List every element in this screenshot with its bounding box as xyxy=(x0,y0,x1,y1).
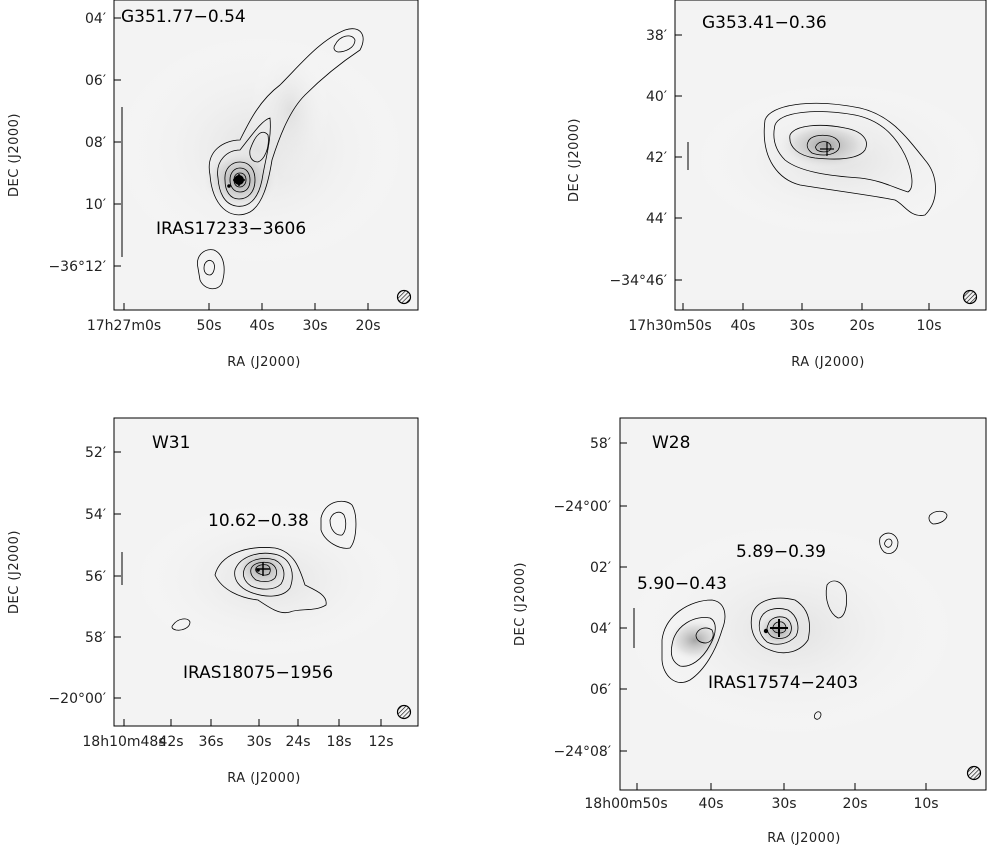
y-tick-label: 04′ xyxy=(590,621,611,637)
panel-w31: W31 10.62−0.38 IRAS18075−1956 52′ 54′ 56… xyxy=(7,417,419,786)
x-axis-label: RA (J2000) xyxy=(227,771,301,786)
x-tick-label: 18h00m50s xyxy=(584,796,667,812)
contours xyxy=(763,103,936,216)
source-title: G353.41−0.36 xyxy=(702,13,827,33)
beam-icon xyxy=(396,289,412,305)
source-title: G351.77−0.54 xyxy=(121,7,246,27)
panel-g351: G351.77−0.54 IRAS17233−3606 04′ 06′ 08′ … xyxy=(7,0,419,370)
beam-icon xyxy=(966,765,982,781)
x-tick-label: 17h30m50s xyxy=(628,318,711,334)
y-axis-label: DEC (J2000) xyxy=(567,118,582,202)
y-tick-label: −36°12′ xyxy=(48,259,106,275)
x-tick-label: 50s xyxy=(196,318,221,334)
x-axis-label: RA (J2000) xyxy=(227,355,301,370)
y-tick-label: −24°00′ xyxy=(553,499,611,515)
x-tick-label: 12s xyxy=(368,734,393,750)
dot-marker xyxy=(227,184,231,188)
x-tick-label: 40s xyxy=(249,318,274,334)
y-axis-label: DEC (J2000) xyxy=(7,530,22,614)
dot-marker xyxy=(256,568,260,572)
source-title: W28 xyxy=(652,433,690,453)
iras-label: IRAS17233−3606 xyxy=(156,219,306,239)
y-axis-label: DEC (J2000) xyxy=(7,113,22,197)
beam-icon xyxy=(396,704,412,720)
x-tick-label: 10s xyxy=(916,318,941,334)
source-id-label: 10.62−0.38 xyxy=(208,511,309,531)
y-tick-label: 40′ xyxy=(646,89,667,105)
y-tick-label: 06′ xyxy=(85,73,106,89)
source-id-label: 5.89−0.39 xyxy=(736,542,826,562)
x-tick-label: 30s xyxy=(789,318,814,334)
x-tick-label: 18s xyxy=(326,734,351,750)
x-tick-label: 30s xyxy=(302,318,327,334)
x-axis-label: RA (J2000) xyxy=(791,355,865,370)
y-tick-label: 38′ xyxy=(646,28,667,44)
y-tick-label: 54′ xyxy=(85,507,106,523)
x-tick-label: 40s xyxy=(730,318,755,334)
contours xyxy=(197,28,364,290)
x-tick-label: 36s xyxy=(198,734,223,750)
x-tick-label: 20s xyxy=(849,318,874,334)
iras-label: IRAS17574−2403 xyxy=(708,673,858,693)
x-tick-label: 40s xyxy=(698,796,723,812)
y-axis-label: DEC (J2000) xyxy=(513,562,528,646)
panel-g353: G353.41−0.36 38′ 40′ 42′ 44′ −34°46′ 17h… xyxy=(567,0,990,370)
y-tick-label: 06′ xyxy=(590,682,611,698)
y-tick-label: 04′ xyxy=(85,11,106,27)
y-tick-label: −34°46′ xyxy=(609,273,667,289)
core-emission-west xyxy=(665,618,725,662)
filament-emission xyxy=(250,40,330,180)
iras-label: IRAS18075−1956 xyxy=(183,663,333,683)
x-tick-label: 17h27m0s xyxy=(87,318,161,334)
x-tick-label: 30s xyxy=(771,796,796,812)
y-tick-label: 02′ xyxy=(590,560,611,576)
y-tick-label: 10′ xyxy=(85,197,106,213)
source-id-label: 5.90−0.43 xyxy=(637,574,727,594)
beam-icon xyxy=(962,289,978,305)
x-axis-label: RA (J2000) xyxy=(767,831,841,846)
source-title: W31 xyxy=(152,433,190,453)
x-tick-label: 20s xyxy=(842,796,867,812)
y-tick-label: 42′ xyxy=(646,150,667,166)
x-tick-label: 30s xyxy=(246,734,271,750)
y-tick-label: 58′ xyxy=(590,436,611,452)
dot-marker xyxy=(763,628,769,634)
x-tick-label: 10s xyxy=(913,796,938,812)
contours xyxy=(661,510,948,720)
y-tick-label: 08′ xyxy=(85,135,106,151)
y-tick-label: 58′ xyxy=(85,630,106,646)
x-tick-label: 24s xyxy=(285,734,310,750)
x-tick-label: 42s xyxy=(158,734,183,750)
y-tick-label: 44′ xyxy=(646,211,667,227)
panel-w28: W28 5.89−0.39 5.90−0.43 IRAS17574−2403 5… xyxy=(513,417,987,846)
y-tick-label: −24°08′ xyxy=(553,744,611,760)
y-tick-label: −20°00′ xyxy=(48,691,106,707)
x-tick-label: 18h10m48s xyxy=(82,734,165,750)
y-tick-label: 56′ xyxy=(85,569,106,585)
core-emission xyxy=(775,120,875,170)
y-tick-label: 52′ xyxy=(85,445,106,461)
x-tick-label: 20s xyxy=(355,318,380,334)
